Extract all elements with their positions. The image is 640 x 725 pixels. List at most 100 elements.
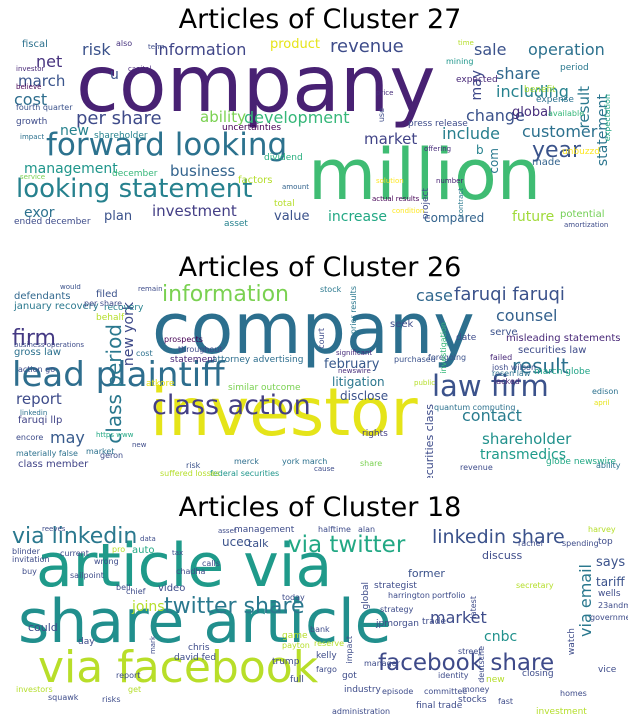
- word: attorney advertising: [212, 355, 304, 365]
- word: term: [148, 43, 165, 51]
- word: market: [430, 608, 487, 627]
- word: game: [282, 631, 308, 641]
- word: securities class: [423, 404, 436, 478]
- word: cost: [136, 349, 153, 358]
- word: industry: [344, 685, 381, 695]
- word: faruqi llp: [18, 415, 63, 426]
- word: solution: [376, 177, 404, 185]
- word: got: [342, 671, 357, 681]
- word: unbuzzd: [562, 147, 600, 157]
- word: period: [560, 63, 589, 73]
- word: fast: [498, 697, 514, 706]
- word: vice: [598, 665, 617, 675]
- word: factors: [238, 175, 273, 186]
- word: strategy: [380, 605, 414, 614]
- word: via linkedin: [12, 526, 138, 549]
- word: fargo: [316, 665, 337, 674]
- word: press release: [408, 119, 468, 129]
- word: throughout: [178, 345, 223, 354]
- word: geron: [100, 451, 124, 460]
- word: investors: [16, 685, 53, 694]
- word: april: [594, 399, 610, 407]
- word: change: [466, 106, 525, 125]
- word: buy: [22, 567, 37, 576]
- word: article via: [36, 531, 333, 601]
- word: calls: [202, 559, 220, 568]
- word: company: [152, 288, 475, 370]
- word: portfolio: [432, 591, 466, 600]
- word: harvey: [588, 526, 616, 534]
- word: report: [116, 671, 141, 680]
- word: reserve: [314, 639, 345, 648]
- word: including: [496, 82, 569, 101]
- word: growth: [16, 117, 48, 127]
- word: facebook share: [378, 650, 555, 676]
- word: firm: [12, 326, 56, 351]
- word: market: [364, 130, 418, 148]
- word: new: [60, 123, 89, 139]
- word: service: [20, 173, 46, 181]
- word: similar outcome: [228, 383, 301, 393]
- word: halftime: [318, 526, 351, 534]
- word: fiscal: [22, 39, 48, 50]
- word: share: [496, 64, 541, 83]
- word: market: [86, 447, 115, 456]
- word: failed: [490, 353, 513, 362]
- word: remain: [138, 285, 163, 293]
- word: cost: [14, 90, 48, 109]
- word: product: [270, 38, 321, 52]
- word: reeves: [42, 526, 66, 533]
- word: march: [18, 72, 66, 90]
- word: value: [274, 209, 310, 224]
- word: business: [170, 162, 236, 180]
- word: statement: [170, 355, 217, 365]
- word: uceo: [222, 535, 251, 549]
- word: potential: [560, 209, 605, 220]
- word: use: [377, 108, 386, 123]
- word: york march: [282, 457, 328, 466]
- word: new: [486, 675, 505, 685]
- word: https www: [96, 431, 134, 439]
- word: could: [28, 621, 58, 634]
- word: offering: [424, 145, 452, 153]
- word: auto: [132, 545, 155, 556]
- word: business operations: [14, 341, 84, 349]
- word: impact: [20, 133, 45, 141]
- word: year: [532, 138, 582, 163]
- word: law firm: [432, 369, 549, 403]
- word: exor: [24, 205, 55, 221]
- word: newswire: [338, 367, 371, 375]
- word: new: [132, 441, 147, 449]
- word: prospects: [164, 335, 203, 344]
- word: via facebook: [38, 642, 319, 693]
- word: linkedin share: [432, 526, 565, 548]
- word: materially false: [16, 449, 78, 458]
- word: u: [110, 67, 119, 83]
- word: chadha: [176, 567, 206, 576]
- word: sale: [474, 40, 507, 59]
- word: deutsche: [477, 646, 486, 683]
- word: street: [458, 647, 482, 656]
- word: manager: [364, 659, 400, 668]
- word: january recovery: [14, 301, 99, 312]
- word: amortization: [564, 221, 609, 229]
- word: squawk: [48, 693, 79, 702]
- word: action go: [18, 365, 56, 374]
- word: cause: [314, 465, 335, 473]
- word: condition: [392, 207, 425, 215]
- word: risk: [186, 461, 201, 470]
- word: investment: [152, 202, 237, 220]
- word: february: [324, 357, 380, 372]
- word: contact: [462, 406, 522, 425]
- word: court: [317, 328, 326, 349]
- word-cloud: company investor lead plaintiff class ac…: [12, 284, 628, 478]
- word: result: [512, 354, 569, 378]
- word: b: [476, 143, 484, 157]
- word: com: [487, 148, 501, 174]
- word: rachel: [518, 539, 543, 548]
- word: tariff: [596, 575, 625, 589]
- word: talk: [248, 537, 269, 550]
- word: defendants: [14, 291, 71, 302]
- word: counsel: [496, 306, 558, 325]
- word: operation: [528, 40, 605, 59]
